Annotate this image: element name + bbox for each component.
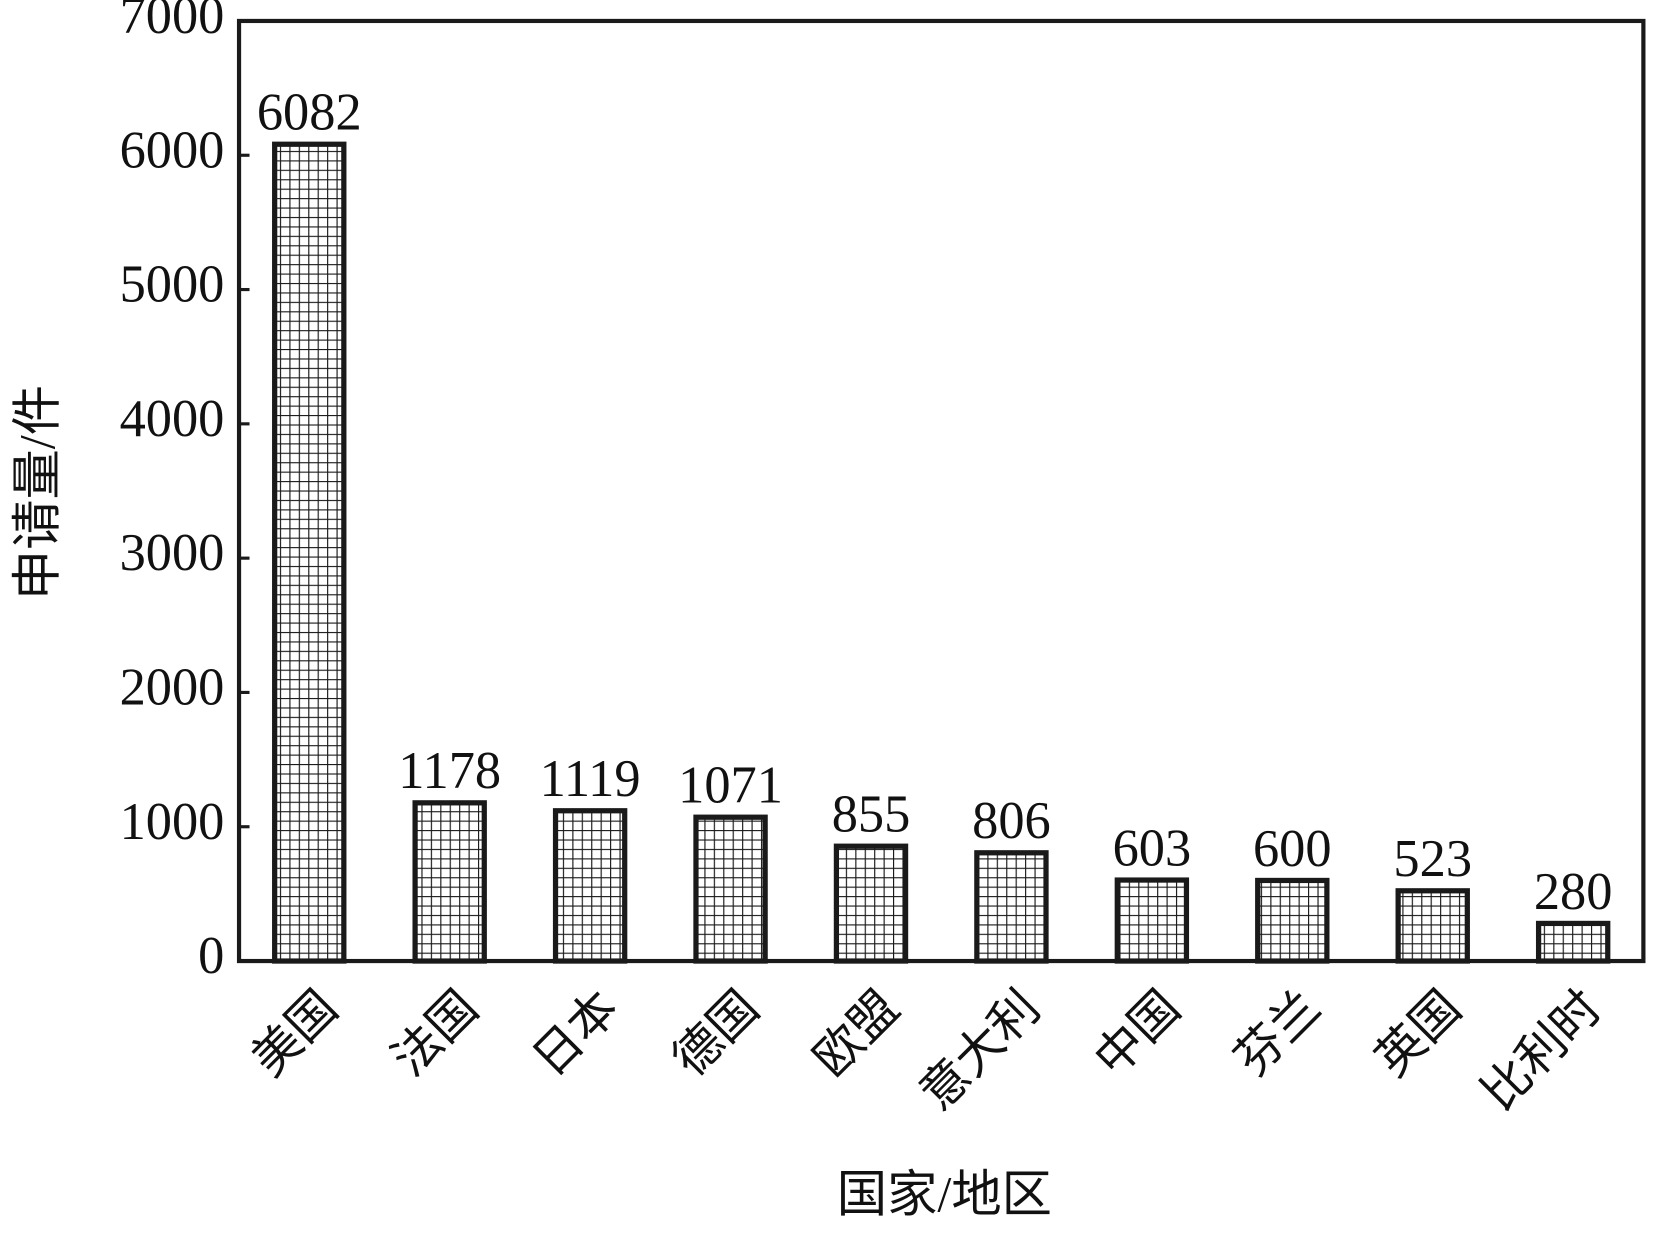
y-tick-label: 2000 — [120, 658, 225, 716]
bar — [1395, 888, 1470, 964]
bar — [1255, 877, 1330, 964]
bar — [1535, 920, 1611, 964]
x-tick-label: 日本 — [523, 981, 629, 1087]
bar — [272, 141, 347, 964]
x-tick-label: 美国 — [242, 981, 348, 1087]
y-axis-label: 申请量/件 — [10, 385, 66, 600]
y-tick-label: 5000 — [120, 256, 225, 314]
plot-frame — [236, 18, 1646, 964]
value-label: 523 — [1393, 830, 1472, 888]
y-tick-label: 0 — [198, 927, 224, 985]
bar — [412, 800, 487, 964]
x-tick-label: 中国 — [1085, 981, 1191, 1087]
y-tick-label: 4000 — [120, 390, 225, 448]
bar — [833, 843, 909, 964]
y-tick-label: 7000 — [120, 0, 225, 45]
x-tick-label: 比利时 — [1472, 981, 1612, 1121]
x-axis-label: 国家/地区 — [837, 1167, 1052, 1223]
x-tick-label: 欧盟 — [804, 981, 910, 1087]
bar — [693, 814, 768, 964]
y-tick-label: 1000 — [120, 793, 225, 851]
value-label: 855 — [832, 786, 911, 844]
value-label: 603 — [1113, 819, 1192, 877]
bar — [552, 808, 628, 964]
value-label: 1071 — [678, 757, 783, 815]
value-label: 6082 — [257, 84, 362, 142]
bar — [1114, 877, 1190, 964]
x-tick-label: 德国 — [664, 981, 770, 1087]
value-label: 1178 — [398, 742, 501, 800]
value-label: 280 — [1534, 863, 1613, 921]
value-label: 600 — [1253, 820, 1332, 878]
y-tick-label: 6000 — [120, 121, 225, 179]
value-label: 806 — [972, 792, 1051, 850]
x-tick-label: 芬兰 — [1225, 981, 1331, 1087]
x-tick-label: 意大利 — [910, 981, 1050, 1121]
x-tick-label: 英国 — [1366, 981, 1472, 1087]
x-tick-label: 法国 — [383, 981, 489, 1087]
bar — [974, 850, 1049, 964]
y-tick-label: 3000 — [120, 524, 225, 582]
value-label: 1119 — [540, 750, 641, 808]
